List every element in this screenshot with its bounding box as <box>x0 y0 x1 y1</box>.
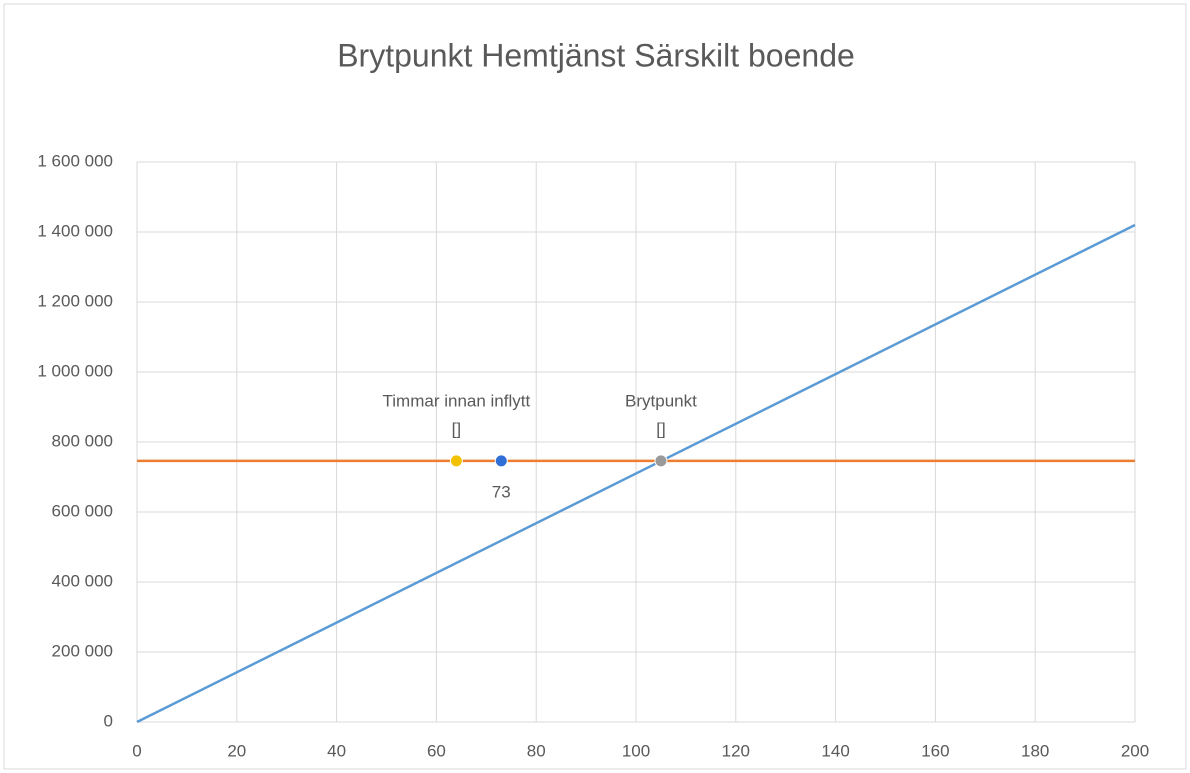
x-tick-label: 100 <box>622 741 650 760</box>
x-tick-label: 40 <box>327 741 346 760</box>
x-tick-label: 140 <box>821 741 849 760</box>
data-line <box>136 223 1136 724</box>
x-tick-label: 180 <box>1021 741 1049 760</box>
point-value-label: [] <box>452 419 461 438</box>
x-tick-label: 20 <box>227 741 246 760</box>
x-tick-label: 0 <box>132 741 141 760</box>
y-tick-label: 1 600 000 <box>37 151 113 170</box>
point-label: 73 <box>492 482 511 501</box>
y-tick-label: 1 400 000 <box>37 221 113 240</box>
y-tick-label: 0 <box>104 711 113 730</box>
y-tick-label: 800 000 <box>52 431 113 450</box>
y-tick-label: 1 200 000 <box>37 291 113 310</box>
x-tick-label: 80 <box>527 741 546 760</box>
x-tick-label: 120 <box>722 741 750 760</box>
x-tick-label: 160 <box>921 741 949 760</box>
y-tick-label: 400 000 <box>52 571 113 590</box>
data-point <box>494 454 508 468</box>
x-tick-label: 60 <box>427 741 446 760</box>
y-tick-label: 600 000 <box>52 501 113 520</box>
data-point <box>449 454 463 468</box>
point-label: Timmar innan inflytt <box>383 391 531 410</box>
data-point <box>654 454 668 468</box>
chart-border <box>3 3 1187 770</box>
point-value-label: [] <box>656 419 665 438</box>
y-tick-label: 200 000 <box>52 641 113 660</box>
point-label: Brytpunkt <box>625 391 697 410</box>
x-tick-label: 200 <box>1121 741 1149 760</box>
y-tick-label: 1 000 000 <box>37 361 113 380</box>
chart-title: Brytpunkt Hemtjänst Särskilt boende <box>337 37 855 73</box>
